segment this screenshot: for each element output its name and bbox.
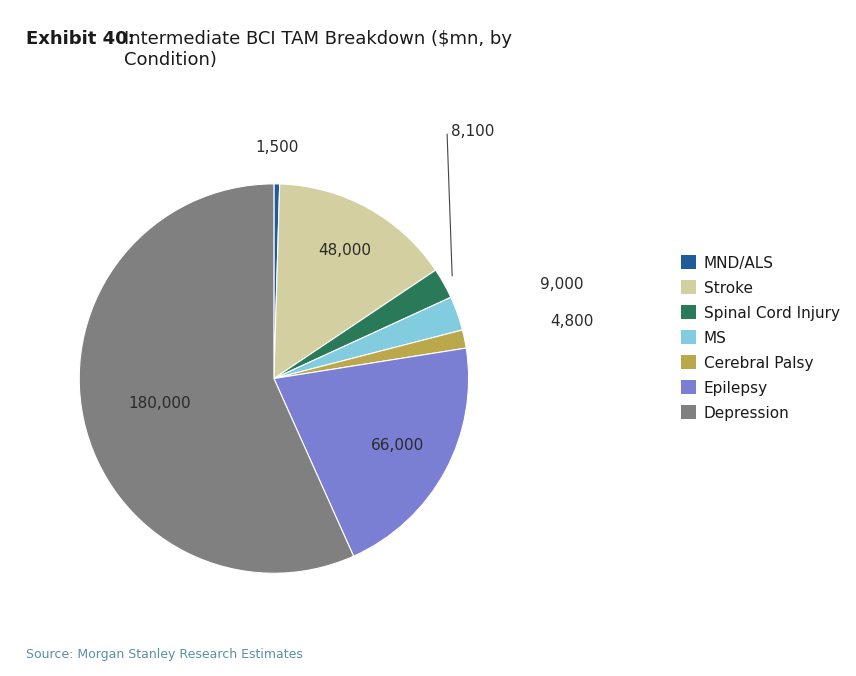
- Text: Exhibit 40:: Exhibit 40:: [26, 30, 134, 49]
- Wedge shape: [274, 184, 436, 379]
- Text: 8,100: 8,100: [451, 124, 494, 139]
- Wedge shape: [274, 270, 451, 379]
- Text: 1,500: 1,500: [256, 140, 299, 155]
- Text: 66,000: 66,000: [371, 438, 424, 453]
- Text: 180,000: 180,000: [128, 395, 191, 410]
- Text: Intermediate BCI TAM Breakdown ($mn, by
Condition): Intermediate BCI TAM Breakdown ($mn, by …: [124, 30, 512, 69]
- Wedge shape: [274, 184, 280, 379]
- Text: Source: Morgan Stanley Research Estimates: Source: Morgan Stanley Research Estimate…: [26, 648, 302, 661]
- Wedge shape: [80, 184, 354, 573]
- Wedge shape: [274, 297, 462, 379]
- Text: 48,000: 48,000: [318, 243, 371, 258]
- Legend: MND/ALS, Stroke, Spinal Cord Injury, MS, Cerebral Palsy, Epilepsy, Depression: MND/ALS, Stroke, Spinal Cord Injury, MS,…: [681, 256, 840, 420]
- Wedge shape: [274, 330, 467, 379]
- Text: 4,800: 4,800: [550, 314, 594, 329]
- Wedge shape: [274, 348, 468, 556]
- Text: 9,000: 9,000: [540, 276, 584, 291]
